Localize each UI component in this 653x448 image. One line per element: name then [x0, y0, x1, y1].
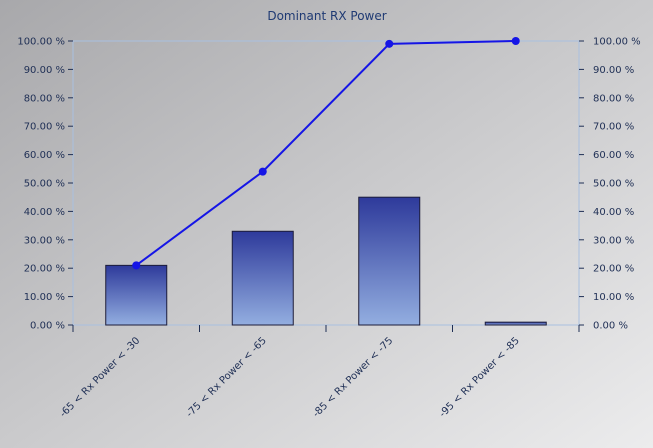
y-tick-label-right: 30.00 %: [593, 235, 634, 246]
y-tick-label-right: 40.00 %: [593, 207, 634, 218]
y-tick-label-left: 90.00 %: [24, 65, 65, 76]
y-tick-label-right: 50.00 %: [593, 179, 634, 190]
axes: 0.00 % 0.00 % 10.00 % 10.00 % 20.00 % 20.00 %…: [17, 37, 641, 332]
y-tick-label-right: 70.00 %: [593, 122, 634, 133]
line-series: [132, 37, 520, 270]
y-tick-label-left: 50.00 %: [24, 179, 65, 190]
y-tick-label-left: 40.00 %: [24, 207, 65, 218]
y-tick-label-left: 10.00 %: [24, 292, 65, 303]
line-point: [511, 37, 520, 45]
chart-title: Dominant RX Power: [267, 9, 386, 23]
y-tick-label-right: 20.00 %: [593, 264, 634, 275]
bar: [231, 230, 294, 326]
y-tick-label-left: 70.00 %: [24, 122, 65, 133]
line-point: [258, 167, 267, 176]
bars: [105, 196, 547, 326]
y-tick-label-left: 60.00 %: [24, 150, 65, 161]
y-tick-label-right: 80.00 %: [593, 93, 634, 104]
line-path: [135, 40, 516, 267]
line-point: [132, 261, 141, 270]
y-tick-label-left: 30.00 %: [24, 235, 65, 246]
y-tick-label-right: 60.00 %: [593, 150, 634, 161]
bar: [484, 321, 547, 326]
y-tick-label-right: 10.00 %: [593, 292, 634, 303]
y-tick-label-left: 20.00 %: [24, 264, 65, 275]
bar: [105, 264, 168, 326]
y-tick-label-right: 100.00 %: [593, 37, 641, 48]
bar: [358, 196, 421, 326]
y-tick-label-left: 0.00 %: [30, 321, 65, 332]
y-tick-label-right: 0.00 %: [593, 321, 628, 332]
y-tick-label-left: 80.00 %: [24, 93, 65, 104]
y-tick-label-right: 90.00 %: [593, 65, 634, 76]
y-tick-label-left: 100.00 %: [17, 37, 65, 48]
line-point: [385, 39, 394, 48]
